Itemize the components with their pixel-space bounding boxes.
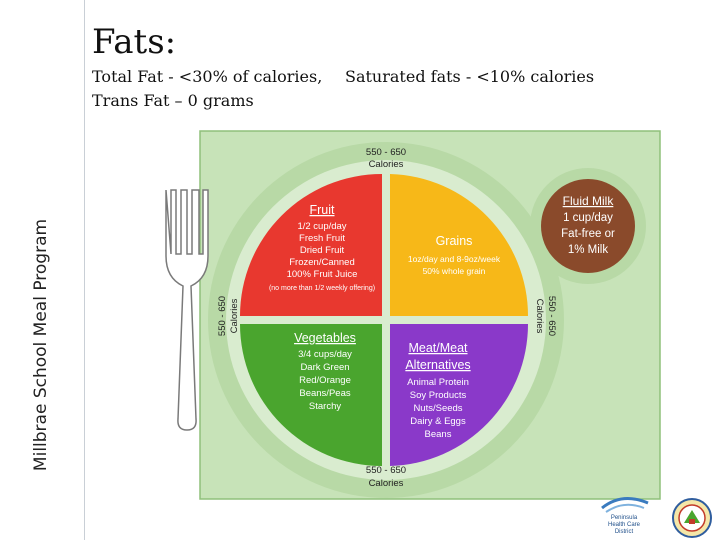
meat-line: Beans — [425, 429, 452, 440]
calories-bottom-unit: Calories — [369, 478, 404, 489]
meat-line: Dairy & Eggs — [410, 416, 466, 427]
fruit-section — [240, 174, 382, 316]
fruit-title: Fruit — [310, 203, 336, 217]
trans-fat-text: Trans Fat – 0 grams — [92, 91, 254, 110]
logo-text: Health Care — [608, 522, 641, 528]
meat-title: Alternatives — [405, 358, 470, 372]
grains-title: Grains — [436, 234, 473, 248]
meat-line: Nuts/Seeds — [413, 403, 462, 414]
sidebar-divider — [84, 0, 85, 540]
vegetables-title: Vegetables — [294, 331, 356, 345]
fruit-line: 100% Fruit Juice — [287, 269, 358, 280]
plate-ring — [226, 160, 546, 480]
calories-bottom-value: 550 - 650 — [366, 465, 406, 476]
milk-section — [541, 179, 635, 273]
calories-right-value: 550 - 650 — [546, 296, 557, 336]
meat-line: Animal Protein — [407, 377, 469, 388]
meat-title: Meat/Meat — [408, 341, 468, 355]
calories-top-unit: Calories — [369, 159, 404, 170]
milk-line: Fat-free or — [561, 228, 615, 240]
vegetables-line: Beans/Peas — [299, 388, 350, 399]
vegetables-line: Dark Green — [300, 362, 349, 373]
meat-section — [390, 324, 528, 466]
logo-text: District — [615, 529, 634, 535]
fruit-line: Dried Fruit — [300, 245, 345, 256]
total-fat-text: Total Fat - <30% of calories, — [92, 67, 323, 86]
milk-line: 1 cup/day — [563, 212, 613, 224]
slide-title: Fats: — [92, 22, 177, 62]
milk-title: Fluid Milk — [563, 194, 615, 208]
peninsula-logo: Peninsula Health Care District — [601, 497, 649, 535]
vegetables-line: Starchy — [309, 401, 341, 412]
grains-section — [390, 174, 529, 316]
fruit-line: Frozen/Canned — [289, 257, 354, 268]
calories-left-value: 550 - 650 — [217, 296, 228, 336]
saturated-fat-text: Saturated fats - <10% calories — [345, 67, 595, 86]
fruit-note: (no more than 1/2 weekly offering) — [269, 285, 375, 292]
fruit-line: 1/2 cup/day — [297, 221, 346, 232]
calories-left-unit: Calories — [229, 298, 240, 333]
vegetables-line: 3/4 cups/day — [298, 349, 352, 360]
fork-icon — [165, 189, 209, 431]
milk-line: 1% Milk — [568, 244, 609, 256]
logo-text: Peninsula — [611, 515, 638, 521]
calories-top-value: 550 - 650 — [366, 147, 406, 158]
grains-line: 1oz/day and 8-9oz/week — [408, 254, 501, 264]
vegetables-section — [240, 324, 382, 466]
district-seal-icon — [672, 498, 712, 538]
calories-right-unit: Calories — [534, 299, 545, 334]
meat-line: Soy Products — [410, 390, 467, 401]
vegetables-line: Red/Orange — [299, 375, 351, 386]
grains-line: 50% whole grain — [423, 266, 486, 276]
fruit-line: Fresh Fruit — [299, 233, 345, 244]
